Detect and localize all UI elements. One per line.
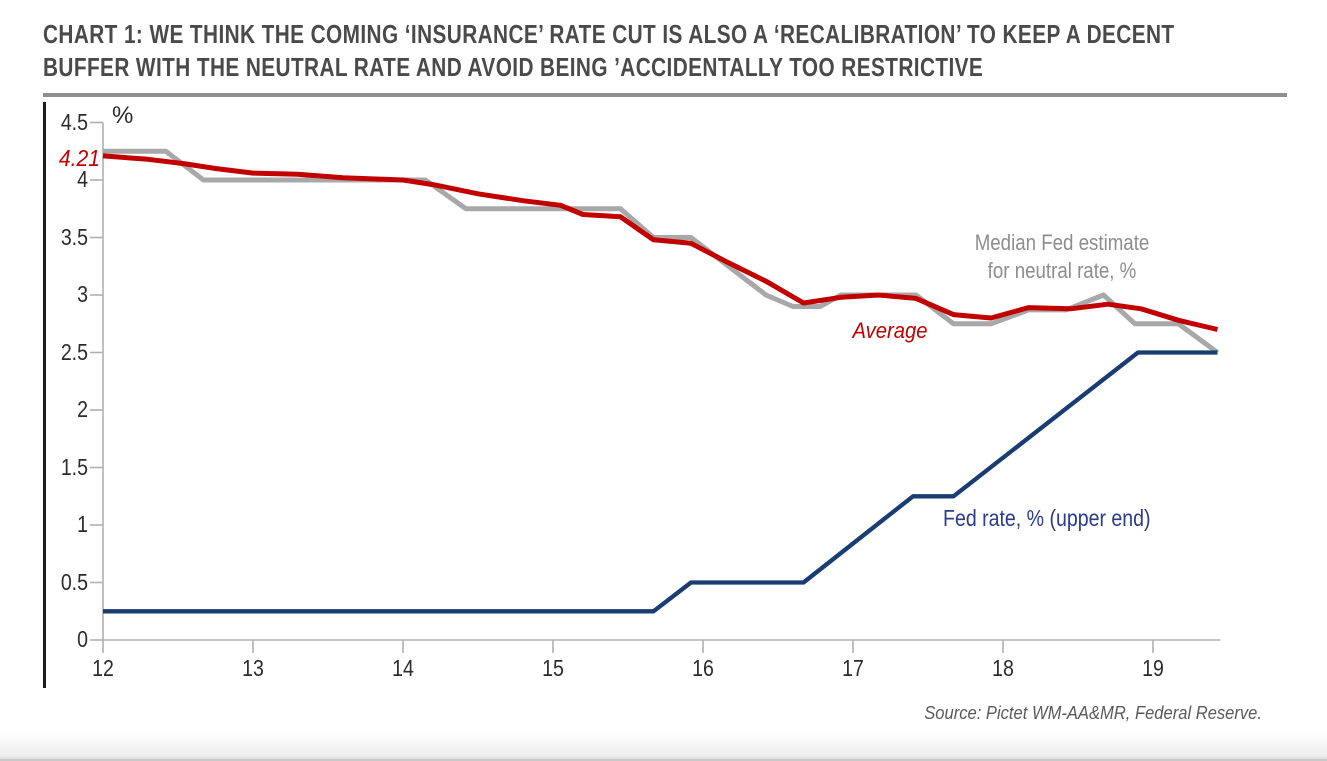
y-tick-label: 2.5	[60, 338, 88, 365]
median-series-label-line1: Median Fed estimate	[974, 230, 1150, 255]
x-tick-label: 14	[392, 655, 414, 681]
median-series-label: Median Fed estimate for neutral rate, %	[965, 229, 1159, 285]
y-tick-label: 0.5	[60, 568, 88, 595]
chart-title-line2: BUFFER WITH THE NEUTRAL RATE AND AVOID B…	[43, 52, 984, 82]
bottom-gradient-band	[0, 733, 1327, 761]
x-tick-label: 18	[992, 655, 1014, 681]
x-tick-label: 17	[842, 655, 864, 681]
x-tick-label: 13	[242, 655, 264, 681]
x-tick-label: 12	[92, 655, 114, 681]
fed-rate-series-label: Fed rate, % (upper end)	[943, 505, 1151, 531]
y-axis-unit-label: %	[112, 102, 134, 129]
y-tick-label: 1.5	[60, 453, 88, 480]
series-line-2	[103, 350, 1218, 614]
x-tick-label: 19	[1142, 655, 1164, 681]
y-tick-label: 3	[77, 281, 88, 307]
x-tick-label: 16	[692, 655, 714, 681]
series-line-1	[102, 153, 1219, 332]
x-tick-label: 15	[542, 655, 564, 681]
y-tick-label: 1	[77, 511, 88, 537]
y-tick-label: 0	[77, 626, 88, 652]
median-series-label-line2: for neutral rate, %	[987, 258, 1137, 283]
series-line-0	[103, 148, 1219, 355]
left-border-rule	[43, 102, 46, 688]
chart-title-line1: CHART 1: WE THINK THE COMING ‘INSURANCE’…	[43, 19, 1175, 49]
y-tick-label: 2	[77, 396, 88, 422]
y-tick-label: 4.5	[60, 108, 88, 135]
y-tick-label: 4	[77, 166, 88, 192]
bottom-edge-line	[0, 759, 1327, 761]
chart-title: CHART 1: WE THINK THE COMING ‘INSURANCE’…	[43, 18, 1227, 84]
y-tick-label: 3.5	[60, 223, 88, 250]
title-underline-rule	[43, 93, 1287, 97]
average-series-label: Average	[852, 318, 928, 343]
source-note: Source: Pictet WM-AA&MR, Federal Reserve…	[924, 703, 1262, 723]
series-start-value-label: 4.21	[58, 145, 100, 171]
